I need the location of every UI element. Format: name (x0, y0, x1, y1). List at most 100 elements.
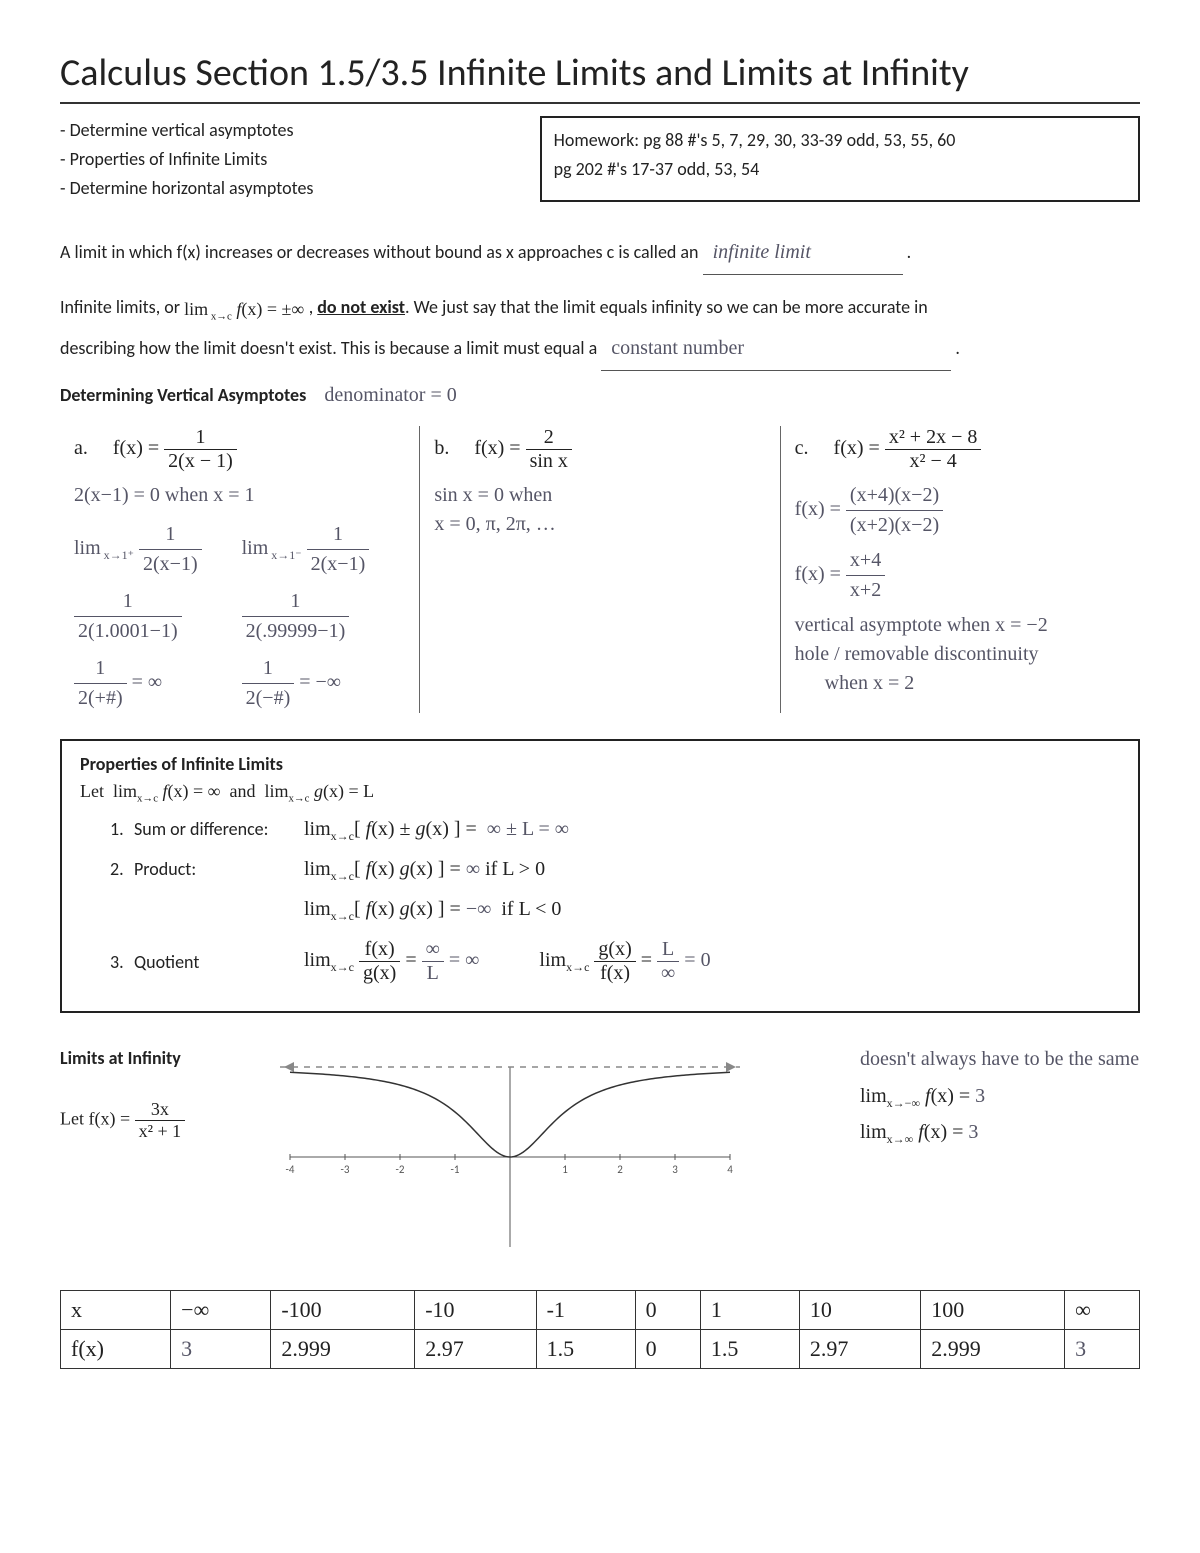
limits-at-infinity: Limits at Infinity Let f(x) = 3xx² + 1 -… (60, 1047, 1140, 1272)
example-a: a. f(x) = 12(x − 1) 2(x−1) = 0 when x = … (60, 426, 419, 713)
blank-infinite-limit: infinite limit (703, 232, 903, 275)
curve-graph: -4-3-2-11234 (270, 1047, 750, 1267)
prop-3a: limx→c f(x)g(x) = ∞L = ∞ (304, 938, 479, 985)
prop-3-n: 3. (110, 951, 134, 973)
table-cell: ∞ (1065, 1291, 1140, 1330)
prop-1-eq: limx→c[ f(x) ± g(x) ] = (304, 818, 477, 840)
table-cell: 10 (799, 1291, 920, 1330)
intro-2c: . We just say that the limit equals infi… (405, 296, 928, 318)
table-cell: 1.5 (700, 1330, 799, 1369)
table-cell: 0 (635, 1291, 700, 1330)
ex-c-w1d: (x+2)(x−2) (846, 511, 943, 540)
prop-1-n: 1. (110, 818, 134, 840)
linf-note: doesn't always have to be the same (860, 1047, 1140, 1071)
table-cell: -100 (271, 1291, 415, 1330)
hw-line-2: pg 202 #'s 17-37 odd, 53, 54 (554, 155, 1126, 184)
linf-den: x² + 1 (135, 1121, 186, 1142)
prop-2-n: 2. (110, 858, 134, 880)
svg-text:-1: -1 (451, 1163, 460, 1176)
table-cell: 3 (171, 1330, 271, 1369)
table-cell: 2.999 (271, 1330, 415, 1369)
intro-1-post: . (907, 241, 912, 263)
intro-3a: describing how the limit doesn't exist. … (60, 337, 597, 359)
ex-a-neg: = −∞ (299, 671, 341, 693)
table-cell: 2.999 (921, 1330, 1065, 1369)
linf-let-pre: Let f(x) = (60, 1109, 130, 1129)
ex-b-num: 2 (526, 426, 572, 450)
ex-b-label: b. (434, 437, 449, 459)
ex-c-w1a: f(x) = (795, 498, 841, 520)
table-row-x: x−∞-100-10-10110100∞ (61, 1291, 1140, 1330)
ex-c-w2d: x+2 (846, 576, 885, 605)
ex-a-lim-right: lim x→1⁻ 12(x−1) 12(.99999−1) 12(−#) = −… (242, 520, 370, 713)
ex-c-label: c. (795, 437, 809, 459)
examples-row: a. f(x) = 12(x − 1) 2(x−1) = 0 when x = … (60, 426, 1140, 713)
ex-c-w2a: f(x) = (795, 563, 841, 585)
linf-ans1: 3 (975, 1085, 985, 1107)
table-cell: -10 (415, 1291, 536, 1330)
ex-a-num: 1 (164, 426, 237, 450)
prop-1-label: Sum or difference: (134, 818, 304, 840)
table-cell: 1 (700, 1291, 799, 1330)
ex-c-w3: vertical asymptote when x = −2 (795, 611, 1126, 640)
table-cell: 100 (921, 1291, 1065, 1330)
example-c: c. f(x) = x² + 2x − 8x² − 4 f(x) = (x+4)… (780, 426, 1140, 713)
linf-eq1: limx→−∞ f(x) = (860, 1085, 970, 1107)
table-cell: −∞ (171, 1291, 271, 1330)
ex-b-w2: x = 0, π, 2π, … (434, 510, 765, 539)
prop-3-label: Quotient (134, 951, 304, 973)
homework-box: Homework: pg 88 #'s 5, 7, 29, 30, 33-39 … (540, 116, 1140, 202)
prop-2b-eq: limx→c[ f(x) g(x) ] = −∞ if L < 0 (304, 898, 561, 924)
objective-1: - Determine vertical asymptotes (60, 116, 510, 145)
objective-3: - Determine horizontal asymptotes (60, 174, 510, 203)
table-cell: 2.97 (799, 1330, 920, 1369)
svg-text:1: 1 (562, 1163, 568, 1176)
prop-2-eq: limx→c[ f(x) g(x) ] = ∞ (304, 858, 480, 880)
intro-2a: Infinite limits, or (60, 296, 180, 318)
table-cell: -1 (536, 1291, 635, 1330)
table-cell: 0 (635, 1330, 700, 1369)
ex-c-num: x² + 2x − 8 (885, 426, 982, 450)
ex-a-den: 2(x − 1) (164, 450, 237, 473)
ex-b-w1: sin x = 0 when (434, 481, 765, 510)
svg-text:-3: -3 (341, 1163, 350, 1176)
ex-a-label: a. (74, 437, 88, 459)
svg-text:-2: -2 (396, 1163, 405, 1176)
props-let: Let limx→c f(x) = ∞ and limx→c g(x) = L (80, 781, 1120, 805)
svg-text:-4: -4 (286, 1163, 295, 1176)
ex-a-eq-pre: f(x) = (113, 437, 159, 459)
limit-expr: lim x→c f(x) = ±∞ (184, 299, 309, 319)
va-heading: Determining Vertical Asymptotes (60, 384, 306, 406)
properties-box: Properties of Infinite Limits Let limx→c… (60, 739, 1140, 1014)
ex-c-w2n: x+4 (846, 546, 885, 576)
linf-num: 3x (135, 1099, 186, 1121)
objective-2: - Properties of Infinite Limits (60, 145, 510, 174)
intro-3-post: . (955, 337, 960, 359)
objectives-list: - Determine vertical asymptotes - Proper… (60, 116, 510, 202)
svg-text:4: 4 (727, 1163, 733, 1176)
hw-line-1: Homework: pg 88 #'s 5, 7, 29, 30, 33-39 … (554, 126, 1126, 155)
graph-area: -4-3-2-11234 (270, 1047, 840, 1272)
values-table: x−∞-100-10-10110100∞ f(x)32.9992.971.501… (60, 1290, 1140, 1369)
table-cell: x (61, 1291, 171, 1330)
table-cell: 2.97 (415, 1330, 536, 1369)
table-cell: 1.5 (536, 1330, 635, 1369)
svg-text:3: 3 (672, 1163, 678, 1176)
ex-b-den: sin x (526, 450, 572, 473)
ex-c-w5: when x = 2 (795, 669, 1126, 698)
ex-c-w1n: (x+4)(x−2) (846, 481, 943, 511)
blank-constant: constant number (601, 328, 951, 371)
prop-1-ans: ∞ ± L = ∞ (487, 818, 569, 840)
ex-a-lim-left: lim x→1⁺ 12(x−1) 12(1.0001−1) 12(+#) = ∞ (74, 520, 202, 713)
ex-b-eq-pre: f(x) = (474, 437, 520, 459)
intro-text: A limit in which f(x) increases or decre… (60, 232, 1140, 370)
prop-2-cond: if L > 0 (485, 858, 545, 880)
table-cell: 3 (1065, 1330, 1140, 1369)
table-cell: f(x) (61, 1330, 171, 1369)
ex-a-work1: 2(x−1) = 0 when x = 1 (74, 481, 405, 510)
ex-c-w4: hole / removable discontinuity (795, 640, 1126, 669)
ex-c-eq-pre: f(x) = (834, 437, 880, 459)
prop-3b: limx→c g(x)f(x) = L∞ = 0 (539, 938, 710, 985)
prop-2-label: Product: (134, 858, 304, 880)
va-note: denominator = 0 (324, 384, 456, 406)
